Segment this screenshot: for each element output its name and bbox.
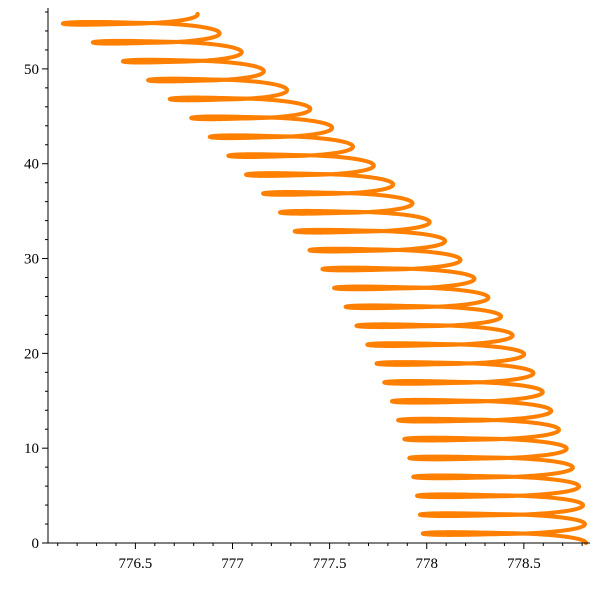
y-tick-label: 10 (24, 441, 39, 457)
x-tick-label: 776.5 (119, 556, 153, 572)
x-tick-label: 777.5 (313, 556, 347, 572)
x-tick-label: 778 (415, 556, 438, 572)
plot-area (60, 11, 588, 545)
y-tick-label: 30 (24, 252, 39, 268)
x-axis: 776.5 777 777.5 778 778.5 (48, 542, 590, 572)
y-tick-label: 40 (24, 157, 39, 173)
y-axis: 0 10 20 30 40 50 (24, 8, 49, 552)
y-tick-label: 0 (32, 536, 40, 552)
x-tick-label: 778.5 (507, 556, 541, 572)
x-tick-label: 777 (221, 556, 244, 572)
y-tick-label: 20 (24, 346, 39, 362)
series-line (60, 11, 588, 545)
y-tick-label: 50 (24, 62, 39, 78)
